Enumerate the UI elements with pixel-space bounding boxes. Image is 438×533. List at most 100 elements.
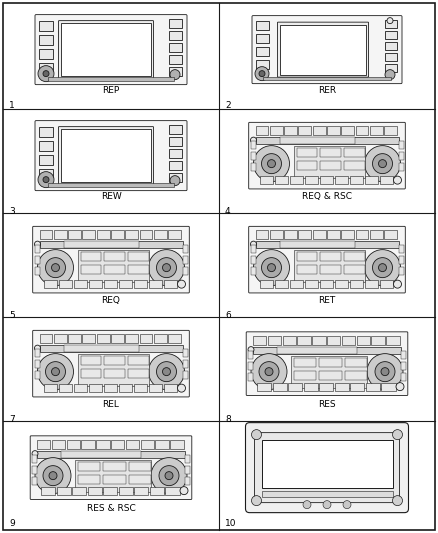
- Bar: [344, 265, 364, 274]
- Circle shape: [46, 361, 66, 382]
- Circle shape: [251, 241, 257, 247]
- Bar: [126, 440, 139, 449]
- Circle shape: [177, 280, 186, 288]
- Text: RER: RER: [318, 86, 336, 95]
- Bar: [270, 126, 283, 135]
- Text: REL: REL: [102, 400, 120, 409]
- Bar: [52, 440, 65, 449]
- Bar: [275, 280, 288, 288]
- Bar: [290, 176, 303, 184]
- Circle shape: [32, 450, 38, 457]
- Bar: [385, 20, 397, 28]
- Circle shape: [364, 249, 400, 286]
- Bar: [32, 466, 37, 474]
- Circle shape: [261, 257, 282, 278]
- Bar: [103, 462, 126, 471]
- Circle shape: [254, 146, 290, 182]
- Bar: [48, 183, 174, 187]
- Bar: [386, 336, 399, 345]
- Bar: [379, 280, 393, 288]
- Bar: [399, 141, 403, 149]
- Bar: [183, 349, 187, 357]
- Circle shape: [180, 487, 188, 495]
- Bar: [344, 252, 364, 261]
- Bar: [319, 280, 333, 288]
- Circle shape: [396, 383, 404, 391]
- Bar: [298, 126, 311, 135]
- Bar: [251, 141, 255, 149]
- Bar: [261, 491, 392, 497]
- Bar: [128, 369, 148, 378]
- Bar: [39, 127, 53, 136]
- Bar: [104, 265, 125, 274]
- Bar: [381, 383, 396, 391]
- Bar: [401, 361, 406, 370]
- Circle shape: [375, 361, 395, 382]
- Bar: [61, 23, 151, 76]
- Bar: [344, 161, 364, 170]
- Bar: [39, 334, 52, 343]
- Bar: [150, 487, 164, 495]
- Bar: [39, 35, 53, 45]
- Bar: [169, 43, 182, 52]
- Bar: [74, 280, 87, 288]
- Bar: [154, 334, 167, 343]
- Bar: [154, 230, 167, 239]
- Bar: [78, 250, 148, 282]
- Text: 1: 1: [9, 101, 15, 110]
- Circle shape: [372, 154, 392, 174]
- Bar: [304, 383, 318, 391]
- Bar: [341, 126, 354, 135]
- Circle shape: [156, 257, 177, 278]
- Bar: [111, 230, 124, 239]
- Circle shape: [385, 70, 395, 79]
- Circle shape: [177, 384, 186, 392]
- Bar: [284, 126, 297, 135]
- Circle shape: [49, 472, 57, 480]
- Bar: [129, 475, 151, 483]
- Bar: [272, 383, 286, 391]
- Circle shape: [254, 249, 290, 286]
- Bar: [185, 466, 190, 474]
- Circle shape: [378, 160, 386, 168]
- Bar: [385, 53, 397, 61]
- Bar: [125, 230, 138, 239]
- Bar: [385, 63, 397, 71]
- Bar: [125, 334, 138, 343]
- Bar: [163, 384, 177, 392]
- Bar: [248, 373, 253, 381]
- Bar: [67, 440, 80, 449]
- Circle shape: [162, 264, 170, 272]
- Bar: [183, 371, 187, 379]
- Circle shape: [364, 146, 400, 182]
- Bar: [255, 230, 268, 239]
- Bar: [401, 373, 406, 381]
- Text: RET: RET: [318, 296, 336, 305]
- Bar: [320, 161, 341, 170]
- Circle shape: [38, 66, 54, 82]
- Bar: [169, 160, 182, 169]
- Bar: [257, 383, 271, 391]
- Bar: [104, 356, 125, 365]
- Circle shape: [35, 241, 40, 247]
- Bar: [256, 21, 269, 30]
- Circle shape: [378, 264, 386, 272]
- Circle shape: [170, 176, 180, 185]
- Bar: [59, 280, 72, 288]
- Circle shape: [259, 71, 265, 77]
- Bar: [39, 230, 52, 239]
- Bar: [320, 148, 341, 157]
- Bar: [248, 361, 253, 370]
- Bar: [350, 280, 363, 288]
- Bar: [119, 487, 133, 495]
- Bar: [81, 356, 101, 365]
- Bar: [399, 152, 403, 160]
- Circle shape: [255, 67, 269, 80]
- Bar: [399, 245, 403, 253]
- Circle shape: [251, 430, 261, 440]
- Bar: [169, 19, 182, 28]
- Bar: [88, 280, 102, 288]
- Bar: [88, 384, 102, 392]
- Bar: [344, 148, 364, 157]
- Bar: [251, 152, 255, 160]
